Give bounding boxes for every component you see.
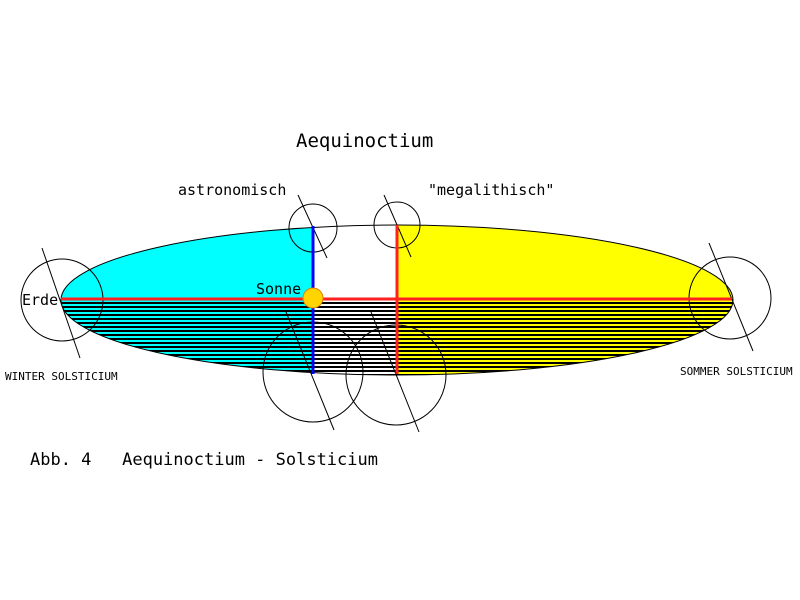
figure-caption: Abb. 4 Aequinoctium - Solsticium <box>30 450 378 470</box>
label-astronomical: astronomisch <box>178 181 287 199</box>
label-winter-solstice: WINTER SOLSTICIUM <box>5 370 118 383</box>
earth-axis-summer <box>708 242 754 352</box>
label-earth: Erde <box>22 291 59 309</box>
earth-axis-mega-bottom <box>370 311 420 433</box>
title: Aequinoctium <box>296 130 434 152</box>
label-sun: Sonne <box>256 280 302 298</box>
earth-axis-winter <box>41 247 81 359</box>
label-megalithic: "megalithisch" <box>428 181 555 199</box>
sun-icon <box>302 287 324 309</box>
earth-axis-astro-bottom <box>285 311 335 431</box>
label-summer-solstice: SOMMER SOLSTICIUM <box>680 365 793 378</box>
